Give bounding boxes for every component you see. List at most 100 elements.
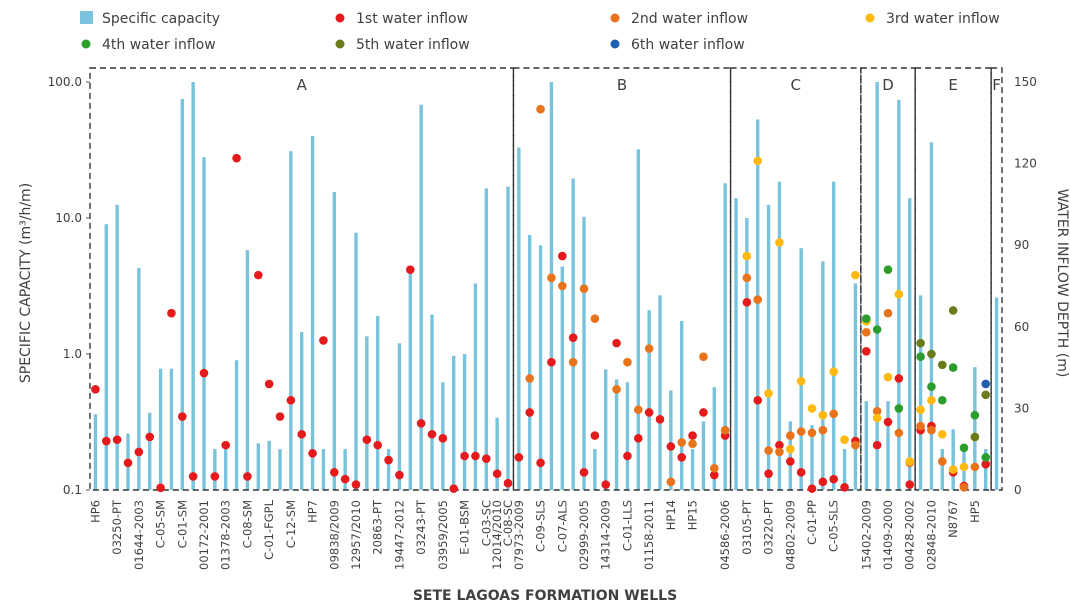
5th-inflow-point <box>927 349 936 359</box>
4th-inflow-point <box>927 382 936 391</box>
capacity-bar <box>386 449 391 490</box>
4th-inflow-point <box>883 265 893 274</box>
1st-inflow-point <box>894 374 904 383</box>
capacity-bar <box>408 272 412 490</box>
1st-inflow-point <box>514 453 524 462</box>
x-tick-label: 00172-2001 <box>197 500 211 570</box>
1st-inflow-point <box>395 470 404 480</box>
capacity-bar <box>745 218 749 490</box>
x-tick-label: 01409-2000 <box>881 500 895 570</box>
capacity-bar <box>473 283 478 490</box>
1st-inflow-point <box>590 431 600 440</box>
5th-inflow-point <box>937 360 947 370</box>
capacity-bar <box>137 267 141 490</box>
capacity-bar <box>343 449 347 490</box>
3rd-inflow-point <box>742 251 752 261</box>
capacity-bar <box>321 449 326 490</box>
axes: 0.1 1.0 10.0 100.0 0 30 60 90 120 150 <box>48 75 1037 497</box>
1st-inflow-point <box>427 429 437 439</box>
2nd-inflow-point <box>753 295 763 304</box>
capacity-bar <box>484 188 488 491</box>
3rd-inflow-point <box>785 444 795 454</box>
5th-inflow-point <box>916 338 925 348</box>
right-tick-label: 150 <box>1014 75 1037 89</box>
right-tick-label: 0 <box>1014 483 1022 497</box>
capacity-bar <box>148 412 152 490</box>
3rd-inflow-point <box>927 395 936 405</box>
x-tick-label: C-05-SLS <box>827 500 841 552</box>
x-tick-label: 00428-2002 <box>903 500 917 570</box>
1st-inflow-point <box>340 474 350 484</box>
capacity-bar <box>636 149 640 491</box>
1st-inflow-point <box>145 432 155 442</box>
x-tick-label: 03105-PT <box>740 499 754 555</box>
inflow-points <box>91 104 991 493</box>
1st-inflow-point <box>709 470 719 480</box>
legend-label: Specific capacity <box>102 11 220 27</box>
capacity-bar <box>376 316 380 490</box>
1st-inflow-point <box>579 468 589 477</box>
x-tick-label: 12957/2010 <box>349 500 363 570</box>
1st-inflow-point <box>188 472 198 481</box>
legend-label: 5th water inflow <box>356 37 470 53</box>
1st-inflow-point <box>253 270 263 280</box>
capacity-bar <box>777 181 782 490</box>
bars <box>93 82 999 491</box>
x-tick-label: 04586-2006 <box>718 500 732 570</box>
legend-label: 4th water inflow <box>102 37 216 53</box>
2nd-inflow-point <box>916 421 925 431</box>
legend: Specific capacity 1st water inflow 2nd wat… <box>80 11 1000 53</box>
x-tick-label: 03220-PT <box>762 499 776 555</box>
capacity-bar <box>245 250 250 490</box>
1st-inflow-point <box>742 298 752 307</box>
1st-inflow-point <box>666 442 676 451</box>
zone-box <box>990 67 1003 491</box>
capacity-bar <box>528 234 532 490</box>
x-tick-label: HP15 <box>686 500 700 530</box>
left-tick-label: 0.1 <box>63 483 82 497</box>
capacity-bar <box>430 314 434 490</box>
1st-inflow-point <box>547 357 556 367</box>
3rd-inflow-point <box>807 404 817 413</box>
2nd-inflow-point <box>829 409 839 419</box>
left-tick-label: 100.0 <box>48 75 82 89</box>
2nd-inflow-point <box>699 352 708 362</box>
3rd-inflow-point <box>948 465 958 474</box>
capacity-bar <box>213 449 217 490</box>
3rd-inflow-point <box>775 238 784 247</box>
2nd-inflow-point <box>709 463 719 473</box>
legend-swatch-dot <box>610 13 620 23</box>
x-axis-title: SETE LAGOAS FORMATION WELLS <box>413 588 677 604</box>
2nd-inflow-point <box>547 273 556 283</box>
1st-inflow-point <box>460 451 469 461</box>
capacity-bar <box>821 261 825 490</box>
capacity-bar <box>452 355 456 490</box>
x-tick-label: 19447-2012 <box>392 500 406 570</box>
1st-inflow-point <box>764 469 773 478</box>
1st-inflow-point <box>156 483 165 493</box>
2nd-inflow-point <box>666 477 676 487</box>
1st-inflow-point <box>818 477 828 487</box>
1st-inflow-point <box>199 368 209 378</box>
right-tick-label: 90 <box>1014 238 1029 252</box>
1st-inflow-point <box>981 459 991 469</box>
2nd-inflow-point <box>568 357 578 367</box>
capacity-bar <box>234 360 239 490</box>
legend-swatch-dot <box>81 39 91 49</box>
zone-box <box>512 67 732 491</box>
2nd-inflow-point <box>872 406 882 416</box>
4th-inflow-point <box>970 410 980 420</box>
capacity-bar <box>918 295 923 490</box>
1st-inflow-point <box>362 435 372 444</box>
legend-swatch-bar <box>80 11 93 24</box>
x-tick-label: C-12-SM <box>284 500 298 548</box>
1st-inflow-point <box>438 434 448 443</box>
1st-inflow-point <box>796 468 806 477</box>
2nd-inflow-point <box>525 374 535 383</box>
2nd-inflow-point <box>818 425 828 435</box>
left-tick-label: 1.0 <box>63 347 82 361</box>
capacity-bar <box>734 198 738 490</box>
x-tick-label: 01378-2003 <box>219 500 233 570</box>
capacity-bar <box>267 440 271 490</box>
x-tick-label: C-01-SM <box>175 500 189 548</box>
